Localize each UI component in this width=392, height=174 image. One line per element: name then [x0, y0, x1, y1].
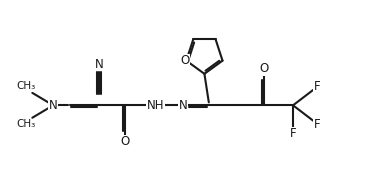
- Text: O: O: [180, 54, 189, 67]
- Text: F: F: [314, 118, 320, 131]
- Text: NH: NH: [147, 99, 165, 112]
- Text: CH₃: CH₃: [16, 81, 35, 91]
- Text: CH₃: CH₃: [16, 119, 35, 129]
- Text: O: O: [259, 62, 269, 75]
- Text: N: N: [94, 58, 103, 71]
- Text: N: N: [49, 99, 58, 112]
- Text: N: N: [179, 99, 187, 112]
- Text: F: F: [314, 80, 320, 93]
- Text: O: O: [120, 135, 129, 148]
- Text: F: F: [290, 127, 296, 140]
